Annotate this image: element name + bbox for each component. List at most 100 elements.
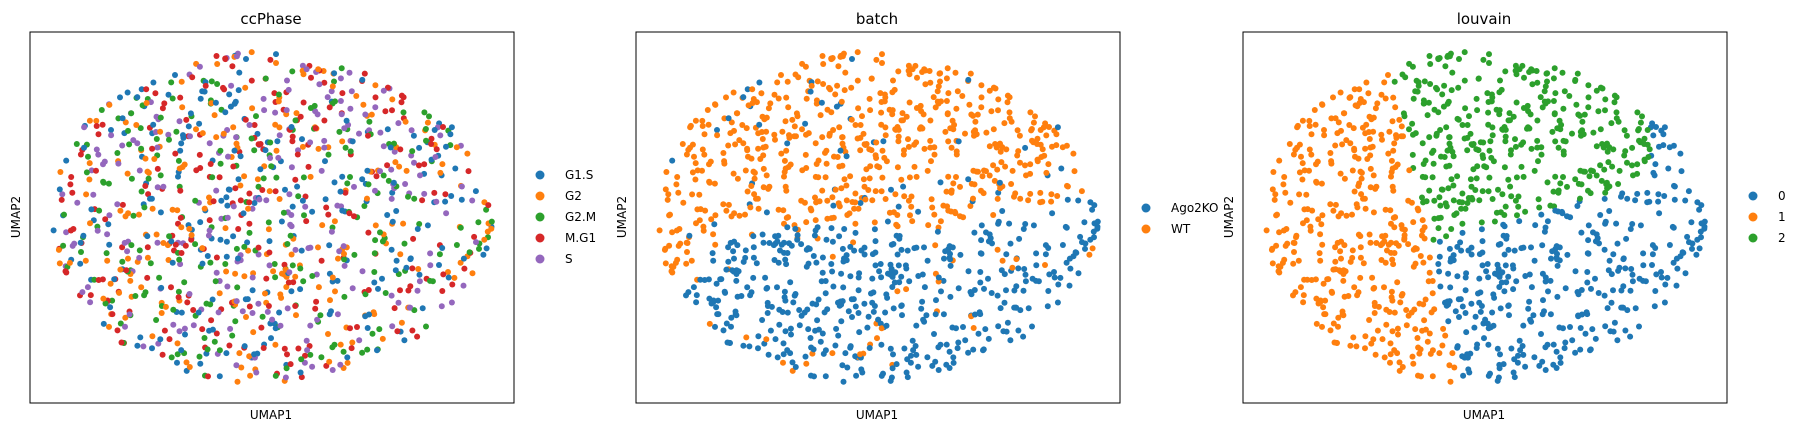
scatter-point [1410,219,1417,226]
scatter-point [1059,242,1066,248]
scatter-point [1390,261,1397,268]
scatter-point [828,225,835,232]
scatter-point [753,260,760,267]
scatter-point [364,167,371,174]
scatter-point [1066,282,1073,289]
scatter-point [115,160,122,167]
scatter-point [366,118,373,125]
scatter-point [1332,142,1339,149]
scatter-point [1003,251,1010,258]
scatter-point [732,141,739,148]
scatter-point [755,145,762,152]
scatter-point [1513,99,1520,106]
scatter-point [948,189,955,196]
scatter-point [153,136,160,142]
scatter-point [307,105,314,111]
scatter-point [915,363,922,370]
scatter-point [894,124,901,130]
scatter-point [1381,284,1387,291]
scatter-point [222,55,229,62]
scatter-point [1462,205,1469,212]
scatter-point [57,169,64,175]
scatter-point [382,290,389,296]
scatter-point [995,218,1002,225]
scatter-point [245,205,252,212]
scatter-point [1332,115,1339,122]
scatter-point [785,104,792,111]
scatter-point [410,235,417,242]
scatter-point [145,175,152,182]
scatter-point [222,261,229,267]
scatter-point [1688,219,1695,226]
scatter-point [1624,159,1630,166]
scatter-point [1385,72,1391,78]
scatter-point [1383,321,1390,328]
scatter-point [1430,160,1437,167]
scatter-point [830,214,837,221]
scatter-point [1425,99,1432,106]
scatter-point [233,298,240,305]
scatter-point [1329,289,1336,296]
scatter-point [267,56,274,63]
scatter-point [195,309,202,316]
scatter-point [1601,292,1608,299]
scatter-point [1682,197,1689,204]
plot-area [1242,31,1728,404]
scatter-point [427,277,433,284]
scatter-point [1425,278,1432,285]
scatter-point [323,204,330,211]
scatter-point [1572,349,1579,356]
scatter-point [802,353,809,360]
scatter-point [154,239,161,246]
scatter-point [852,220,859,227]
legend-label: M.G1 [565,231,596,245]
scatter-point [1280,227,1287,234]
scatter-point [950,354,957,361]
scatter-point [1435,261,1442,267]
scatter-point [1003,287,1009,294]
scatter-point [1317,257,1324,264]
scatter-point [675,189,682,196]
scatter-point [230,124,237,131]
scatter-point [1536,204,1543,211]
scatter-point [315,244,321,251]
scatter-point [266,249,273,256]
scatter-point [1400,133,1406,140]
scatter-point [1347,140,1354,147]
scatter-point [305,163,312,170]
scatter-point [1501,223,1508,230]
scatter-point [166,336,173,343]
scatter-point [927,144,934,151]
scatter-point [400,220,407,227]
scatter-point [895,203,902,210]
scatter-point [808,82,815,89]
scatter-point [1412,260,1419,267]
scatter-point [128,242,135,249]
scatter-point [1629,221,1636,227]
scatter-point [1431,197,1438,204]
scatter-point [388,246,395,253]
scatter-point [1378,131,1385,138]
scatter-point [125,127,131,134]
scatter-point [923,312,930,319]
scatter-point [359,76,366,83]
scatter-point [338,111,345,118]
scatter-point [1053,131,1060,138]
scatter-point [940,277,947,284]
scatter-point [299,197,306,204]
scatter-point [911,245,918,252]
scatter-point [1613,94,1620,101]
scatter-point [768,303,775,310]
scatter-point [1461,77,1468,84]
scatter-point [1528,145,1535,152]
scatter-point [945,173,952,180]
scatter-point [933,297,939,304]
scatter-point [1046,124,1052,130]
scatter-point [117,266,124,273]
scatter-point [86,160,93,167]
scatter-point [1518,245,1525,252]
scatter-point [1420,259,1427,266]
scatter-point [1534,144,1541,151]
scatter-point [379,335,386,342]
scatter-point [830,283,837,290]
